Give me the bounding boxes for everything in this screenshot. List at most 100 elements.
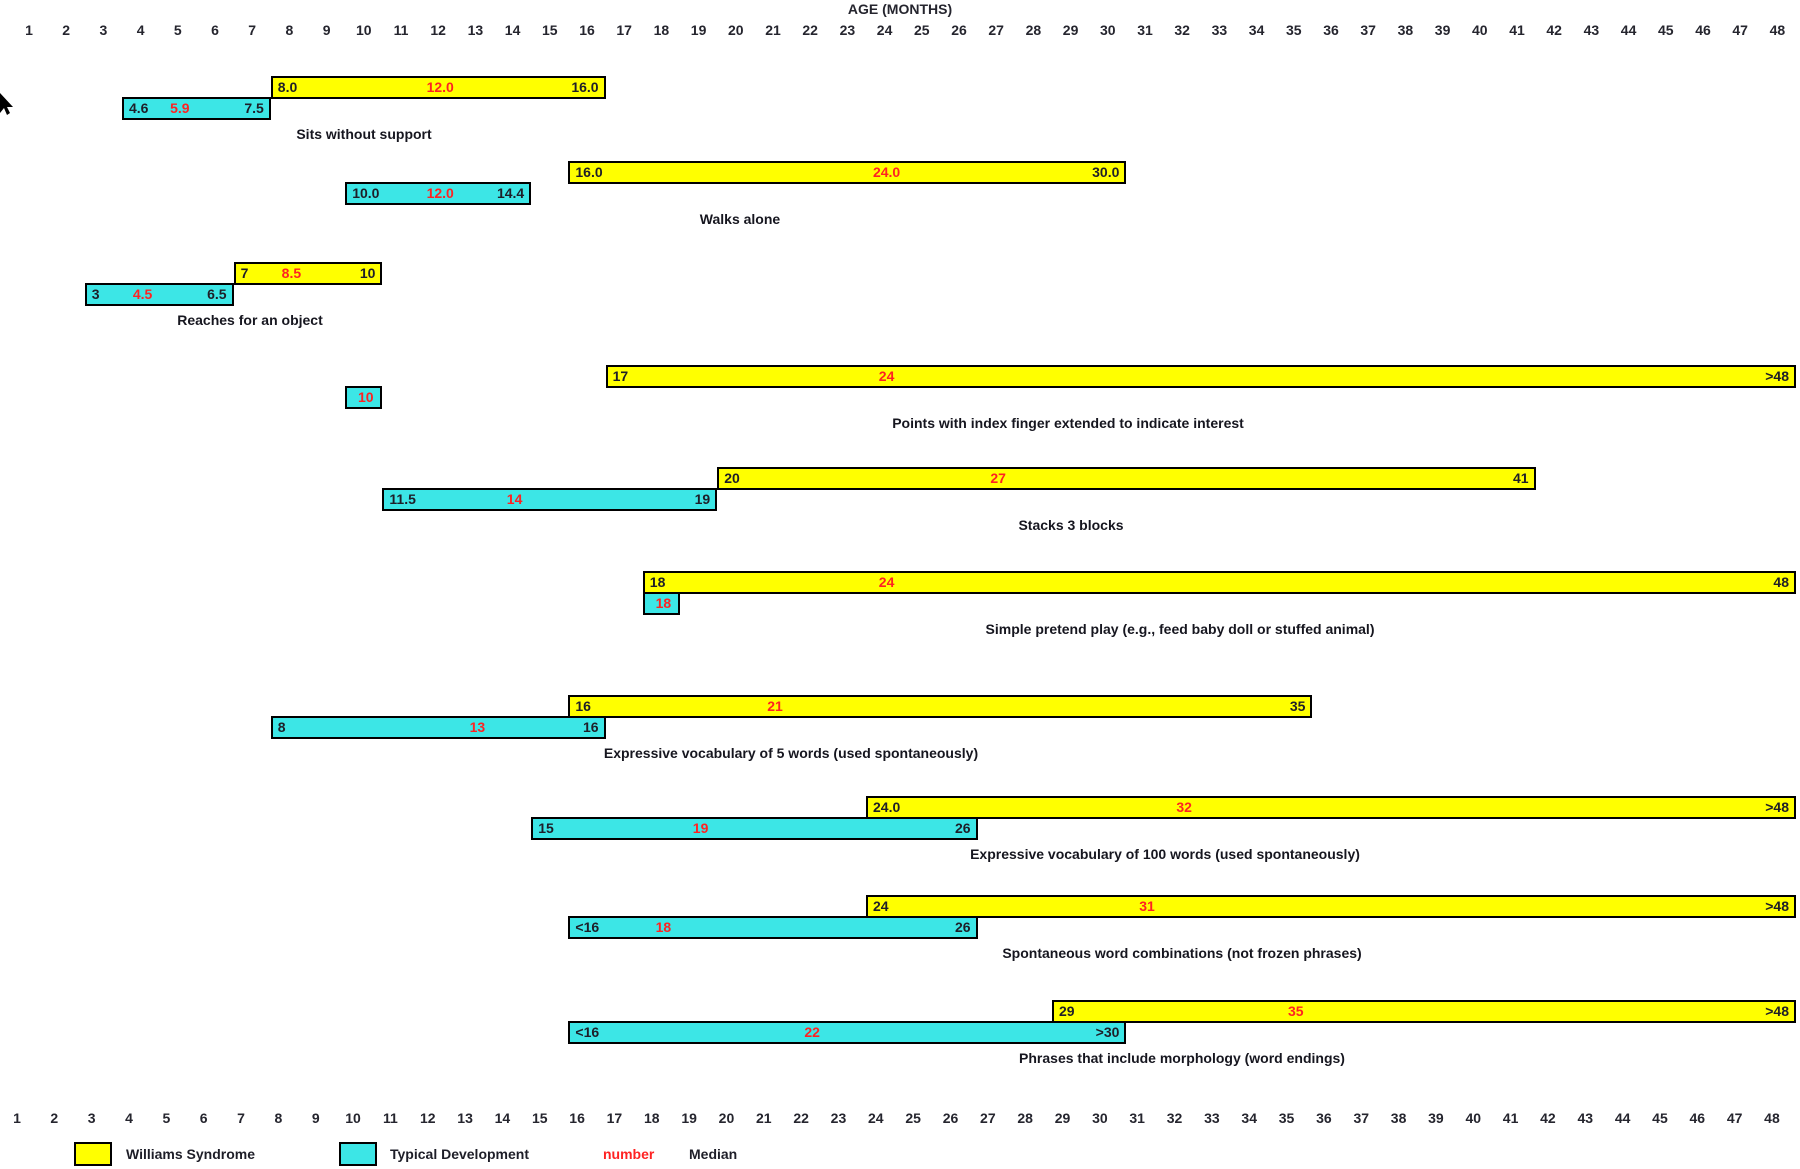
top-axis-tick: 16 <box>579 22 595 38</box>
bottom-axis-tick: 21 <box>756 1110 772 1126</box>
bar-median-value: 8.5 <box>281 265 302 281</box>
bar-start-value: 24.0 <box>873 799 901 815</box>
bottom-axis-tick: 46 <box>1689 1110 1706 1126</box>
bottom-axis-tick: 40 <box>1465 1110 1482 1126</box>
top-axis-tick: 26 <box>951 22 967 38</box>
bar-median-value: 4.5 <box>132 286 153 302</box>
td-bar: 10.0 12.0 14.4 <box>345 182 532 205</box>
bottom-axis-tick: 12 <box>419 1110 436 1126</box>
top-axis-tick: 13 <box>467 22 484 38</box>
bottom-axis-tick: 17 <box>606 1110 623 1126</box>
bottom-axis-tick: 31 <box>1129 1110 1145 1126</box>
milestone-label: Sits without support <box>296 126 432 142</box>
bar-end-value: 10 <box>359 265 376 281</box>
ws-bar: 18 24 48 <box>642 571 1796 594</box>
ws-bar: 24.0 32 >48 <box>866 796 1796 819</box>
bottom-axis-tick: 34 <box>1241 1110 1258 1126</box>
top-axis-tick: 24 <box>876 22 893 38</box>
td-bar: 11.5 14 19 <box>382 488 718 511</box>
bottom-axis-tick: 37 <box>1353 1110 1370 1126</box>
top-axis-tick: 28 <box>1025 22 1042 38</box>
td-bar: 3 4.5 6.5 <box>84 283 234 306</box>
milestone-label: Expressive vocabulary of 5 words (used s… <box>603 745 979 761</box>
bar-median-value: 18 <box>655 919 672 935</box>
bar-end-value: >30 <box>1095 1024 1120 1040</box>
bar-median-value: 24 <box>878 368 895 384</box>
bar-median-value: 22 <box>804 1024 820 1040</box>
bottom-axis-tick: 6 <box>199 1110 208 1126</box>
bar-end-value: 35 <box>1289 698 1306 714</box>
bottom-axis-tick: 19 <box>681 1110 697 1126</box>
bottom-axis-tick: 7 <box>237 1110 245 1126</box>
top-axis-tick: 12 <box>430 22 446 38</box>
bottom-axis-tick: 15 <box>531 1110 548 1126</box>
bottom-axis-tick: 36 <box>1316 1110 1332 1126</box>
bottom-axis-tick: 30 <box>1092 1110 1108 1126</box>
bottom-axis-tick: 4 <box>125 1110 133 1126</box>
bar-end-value: 6.5 <box>207 286 227 302</box>
bottom-axis-tick: 35 <box>1278 1110 1295 1126</box>
bar-median-value: 24.0 <box>872 164 901 180</box>
bottom-axis-tick: 3 <box>87 1110 96 1126</box>
legend-ws-swatch <box>74 1142 112 1166</box>
top-axis-tick: 19 <box>690 22 707 38</box>
top-axis-tick: 10 <box>356 22 372 38</box>
top-axis-tick: 23 <box>839 22 856 38</box>
bottom-axis-tick: 48 <box>1764 1110 1780 1126</box>
bar-median-value: 35 <box>1288 1003 1304 1019</box>
legend-ws-label: Williams Syndrome <box>126 1146 256 1162</box>
top-axis-tick: 35 <box>1286 22 1302 38</box>
top-axis-tick: 37 <box>1360 22 1376 38</box>
milestone-label: Expressive vocabulary of 100 words (used… <box>970 846 1360 862</box>
bar-start-value: 7 <box>240 265 249 281</box>
top-axis-tick: 22 <box>802 22 818 38</box>
td-bar: 18 <box>642 592 680 615</box>
ws-bar: 16 21 35 <box>568 695 1313 718</box>
top-axis-tick: 36 <box>1323 22 1339 38</box>
bottom-axis-tick: 44 <box>1614 1110 1631 1126</box>
bottom-axis-tick: 8 <box>274 1110 283 1126</box>
ws-bar: 17 24 >48 <box>605 365 1796 388</box>
top-axis-tick: 21 <box>765 22 781 38</box>
ws-bar: 20 27 41 <box>717 467 1536 490</box>
bar-end-value: >48 <box>1765 1003 1789 1019</box>
bar-median-value: 12.0 <box>426 185 454 201</box>
top-axis-tick: 47 <box>1732 22 1748 38</box>
bar-median-value: 12.0 <box>426 79 454 95</box>
bar-start-value: 16 <box>575 698 591 714</box>
top-axis-tick: 9 <box>322 22 331 38</box>
ws-bar: 8.0 12.0 16.0 <box>270 76 606 99</box>
bar-start-value: 18 <box>649 574 666 590</box>
bottom-axis-tick: 42 <box>1540 1110 1556 1126</box>
top-axis-tick: 7 <box>248 22 257 38</box>
bar-median-value: 24 <box>878 574 895 590</box>
bottom-axis-tick: 33 <box>1204 1110 1220 1126</box>
ws-bar: 29 35 >48 <box>1052 1000 1796 1023</box>
bar-start-value: 29 <box>1059 1003 1075 1019</box>
top-axis-tick: 44 <box>1620 22 1637 38</box>
bottom-axis-tick: 47 <box>1726 1110 1743 1126</box>
legend-median-label: Median <box>689 1146 738 1162</box>
top-axis-tick: 34 <box>1248 22 1265 38</box>
top-axis-tick: 14 <box>504 22 521 38</box>
bar-end-value: 48 <box>1773 574 1789 590</box>
bottom-axis-tick: 29 <box>1054 1110 1071 1126</box>
bar-median-value: 27 <box>990 470 1006 486</box>
top-axis-tick: 42 <box>1546 22 1562 38</box>
top-axis-tick: 11 <box>393 22 409 38</box>
bottom-axis-tick: 11 <box>382 1110 398 1126</box>
top-axis-tick: 29 <box>1062 22 1079 38</box>
bottom-axis-tick: 22 <box>793 1110 809 1126</box>
bar-start-value: 15 <box>538 820 554 836</box>
td-bar: <16 22 >30 <box>568 1021 1127 1044</box>
top-axis-tick: 38 <box>1397 22 1414 38</box>
legend-median-number: number <box>603 1146 655 1162</box>
bar-end-value: 30.0 <box>1092 164 1120 180</box>
bar-start-value: <16 <box>575 919 600 935</box>
milestone-label: Stacks 3 blocks <box>1018 517 1124 533</box>
bar-end-value: >48 <box>1765 368 1789 384</box>
bottom-axis-tick: 38 <box>1390 1110 1407 1126</box>
bottom-axis-tick: 28 <box>1017 1110 1033 1126</box>
bar-start-value: 16.0 <box>575 164 603 180</box>
bar-median-value: 18 <box>655 595 672 611</box>
